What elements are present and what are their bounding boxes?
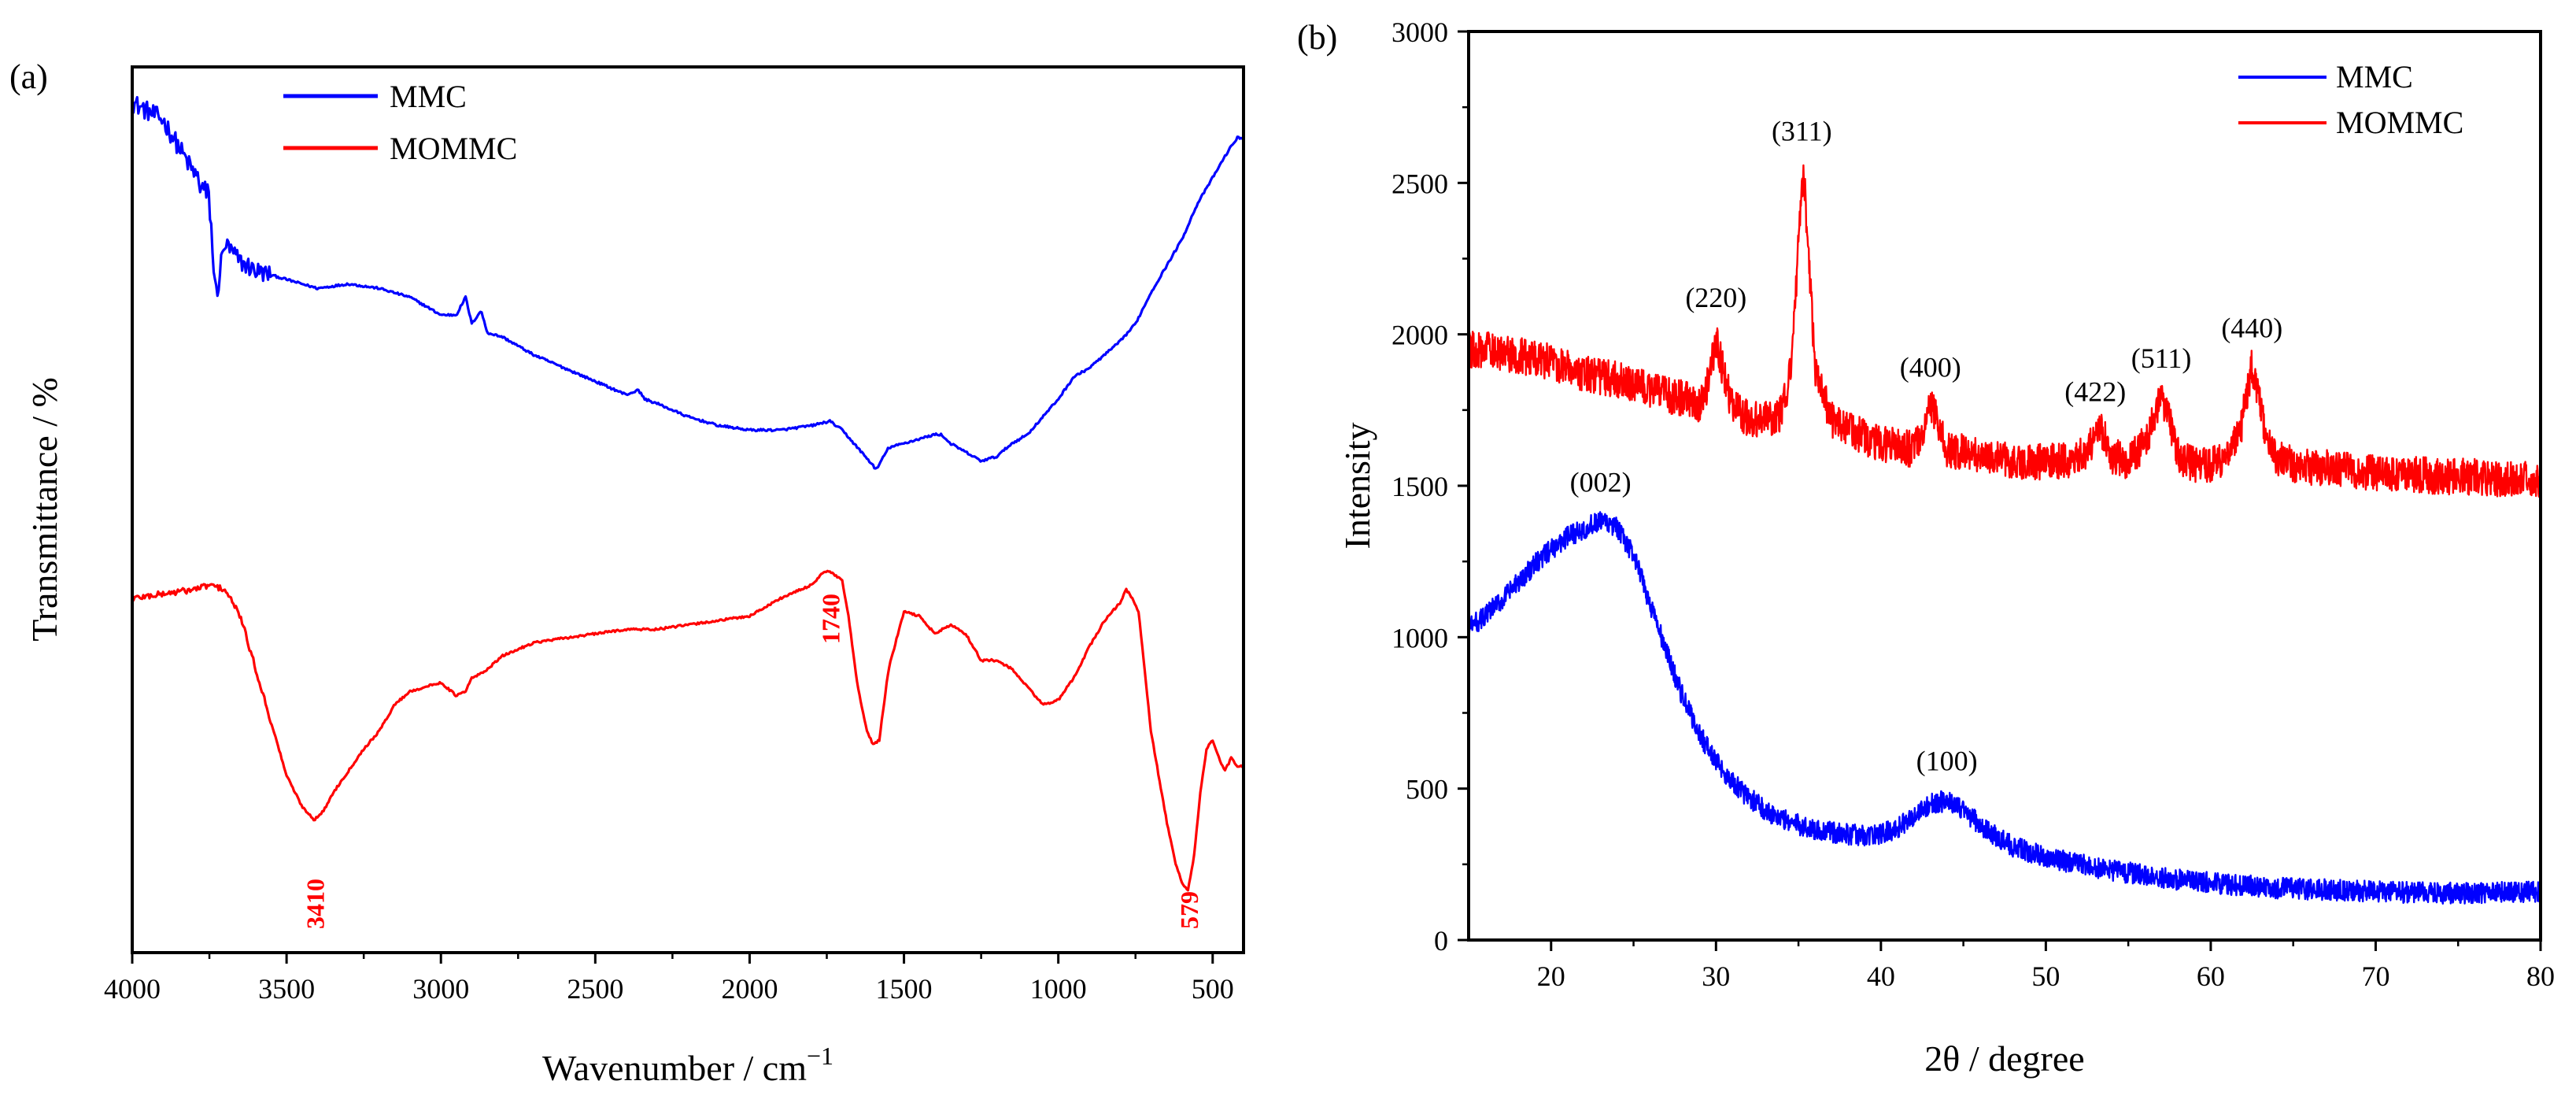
panel-a-x-tick-label: 1500 <box>876 973 933 1005</box>
panel-b-annotation: (100) <box>1916 746 1978 777</box>
panel-b-x-tick-label: 80 <box>2526 960 2555 992</box>
panel-b-y-tick-label: 500 <box>1406 774 1448 805</box>
panel-b-annotation: (220) <box>1685 282 1746 313</box>
panel-a-y-axis-title: Transmittance / % <box>24 377 65 642</box>
panel-b-series <box>1467 164 2542 905</box>
panel-b-y-ticks: 0 500 1000 1500 2000 2500 3000 <box>1391 17 1469 957</box>
panel-b-legend-label-mmc: MMC <box>2336 59 2413 94</box>
panel-a-label: (a) <box>9 57 48 96</box>
panel-a-annotation: 1740 <box>816 594 844 644</box>
panel-b-y-tick-label: 2500 <box>1391 168 1448 199</box>
panel-a-series-line-mommc <box>131 569 1245 892</box>
panel-a-series <box>131 95 1245 892</box>
panel-b-annotation: (511) <box>2131 342 2192 374</box>
panel-a-legend-label-mmc: MMC <box>390 79 467 114</box>
panel-b-series-line-mommc <box>1467 164 2542 498</box>
panel-b-x-axis-title: 2θ / degree <box>1924 1038 2084 1079</box>
panel-b-series-line-mmc <box>1467 511 2542 905</box>
panel-a-series-line-mmc <box>131 95 1244 470</box>
panel-b-label: (b) <box>1297 18 1337 57</box>
panel-a-x-tick-label: 1000 <box>1030 973 1087 1005</box>
panel-a-annotations: 3410 1740 579 <box>301 594 1203 929</box>
panel-b-x-ticks: 20 30 40 50 60 70 80 <box>1537 940 2555 992</box>
panel-b-annotation: (422) <box>2064 376 2126 407</box>
panel-a-x-ticks: 4000 3500 3000 2500 2000 1500 1000 500 <box>104 953 1234 1005</box>
panel-a-annotation: 579 <box>1175 891 1203 929</box>
panel-b-x-tick-label: 20 <box>1537 960 1565 992</box>
panel-b-legend-label-mommc: MOMMC <box>2336 105 2463 140</box>
panel-b-annotation: (311) <box>1772 115 1832 146</box>
panel-a: (a) 3410 1740 579 4000 3500 3000 2500 2000 1500… <box>9 57 1245 1088</box>
panel-b-annotation: (400) <box>1900 352 1961 383</box>
panel-b-y-tick-label: 1500 <box>1391 471 1448 502</box>
panel-a-x-tick-label: 3500 <box>258 973 315 1005</box>
panel-b-y-axis-title: Intensity <box>1337 423 1377 550</box>
panel-b-annotation: (002) <box>1570 467 1632 498</box>
panel-b-annotation: (440) <box>2221 313 2282 344</box>
panel-b: (b) (002)(100)(220)(311)(400)(422)(511)(… <box>1297 17 2555 1079</box>
panel-a-annotation: 3410 <box>301 879 329 929</box>
panel-b-x-tick-label: 60 <box>2197 960 2225 992</box>
panel-a-x-tick-label: 3000 <box>412 973 469 1005</box>
panel-a-x-axis-title-text: Wavenumber / cm <box>542 1048 807 1088</box>
panel-b-y-tick-label: 2000 <box>1391 320 1448 351</box>
panel-b-x-tick-label: 30 <box>1702 960 1730 992</box>
panel-b-x-tick-label: 40 <box>1867 960 1895 992</box>
panel-b-x-tick-label: 70 <box>2361 960 2389 992</box>
panel-a-plot-frame <box>131 65 1245 954</box>
panel-a-x-tick-label: 500 <box>1192 973 1234 1005</box>
panel-a-legend-label-mommc: MOMMC <box>390 131 517 166</box>
panel-b-y-tick-label: 0 <box>1434 925 1448 957</box>
panel-a-x-axis-title-sup: −1 <box>807 1042 833 1070</box>
panel-a-x-tick-label: 4000 <box>104 973 161 1005</box>
panel-a-x-tick-label: 2500 <box>567 973 623 1005</box>
panel-b-y-tick-label: 1000 <box>1391 622 1448 653</box>
panel-b-y-tick-label: 3000 <box>1391 17 1448 48</box>
panel-a-x-axis-title: Wavenumber / cm−1 <box>542 1042 833 1088</box>
panel-a-legend: MMC MOMMC <box>283 79 517 166</box>
panel-b-legend: MMC MOMMC <box>2238 59 2463 140</box>
panel-b-annotations: (002) (100) (220) (311) (400) (422)(511) (440) <box>1570 115 2283 776</box>
panel-b-x-tick-label: 50 <box>2031 960 2060 992</box>
panel-a-x-tick-label: 2000 <box>721 973 778 1005</box>
